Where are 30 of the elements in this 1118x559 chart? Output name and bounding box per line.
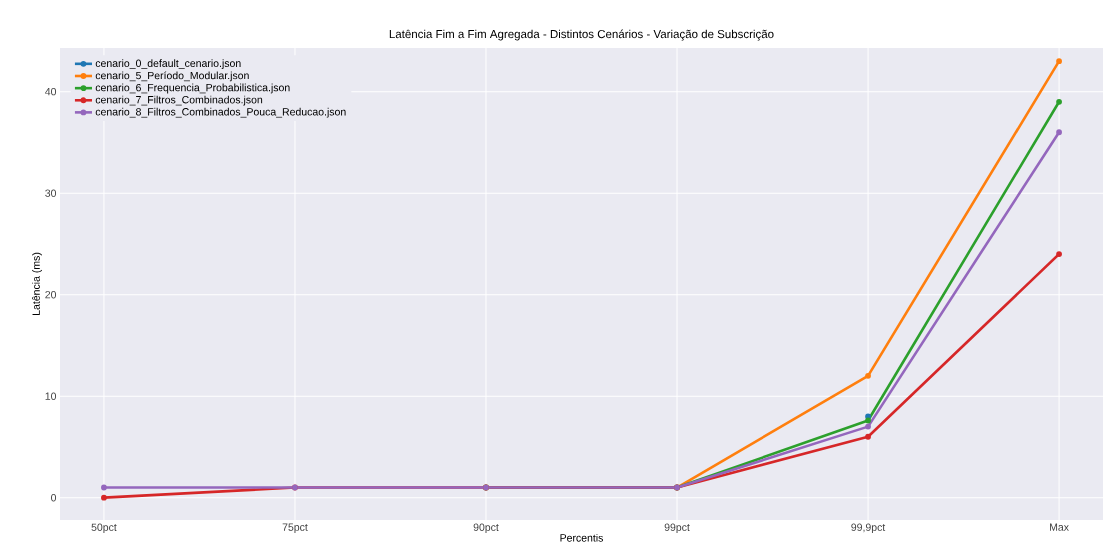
y-tick-label: 30	[45, 189, 57, 197]
x-tick-label: 99,9pct	[851, 523, 886, 534]
legend-label: cenario_6_Frequencia_Probabilistica.json	[95, 83, 290, 94]
point	[865, 417, 871, 424]
chart-title: Latência Fim a Fim Agregada - Distintos Cenários - Variação de Subscrição	[389, 29, 774, 41]
point	[1056, 58, 1062, 65]
point	[1056, 98, 1062, 105]
point	[865, 372, 871, 379]
point	[865, 413, 871, 420]
point	[1056, 251, 1062, 257]
y-tick-label: 40	[45, 87, 57, 96]
point	[101, 494, 107, 501]
legend-label: cenario_5_Período_Modular.json	[95, 71, 249, 82]
point	[865, 433, 871, 440]
point	[865, 423, 871, 430]
legend-label: cenario_0_default_cenario.json	[95, 59, 241, 70]
x-tick-label: 75pct	[282, 523, 308, 533]
y-tick-label: 20	[45, 290, 57, 299]
x-tick-label: 99pct	[664, 523, 690, 534]
point	[101, 484, 107, 491]
x-tick-label: 90pct	[473, 523, 499, 534]
y-tick-label: 0	[51, 493, 57, 502]
y-axis-title: Latência (ms)	[32, 252, 42, 315]
legend-label: cenario_8_Filtros_Combinados_Pouca_Reducao.json	[95, 107, 346, 118]
point	[1056, 129, 1062, 136]
legend-label: cenario_7_Filtros_Combinados.json	[95, 95, 263, 106]
x-tick-label: Max	[1050, 523, 1069, 531]
x-axis-title: Percentis	[560, 533, 603, 542]
y-tick-label: 10	[45, 392, 57, 400]
x-tick-label: 50pct	[91, 523, 117, 534]
